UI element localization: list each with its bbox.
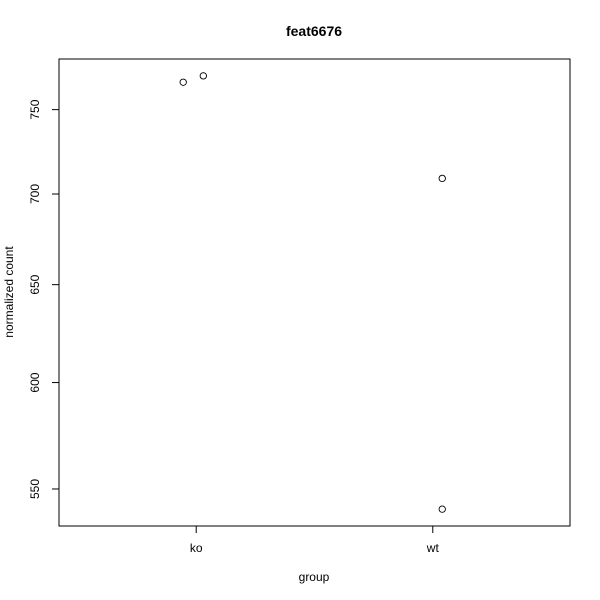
y-tick-label: 750	[28, 99, 42, 119]
y-tick-label: 550	[28, 479, 42, 499]
x-axis-label: group	[299, 570, 330, 584]
data-point-wt	[438, 505, 446, 513]
x-axis: ko wt	[190, 526, 440, 555]
chart-title: feat6676	[286, 23, 342, 39]
data-point-ko	[179, 78, 187, 86]
data-points	[179, 72, 446, 513]
x-tick-label: ko	[190, 541, 203, 555]
y-axis-label: normalized count	[2, 246, 16, 338]
plot-frame	[58, 58, 571, 527]
y-tick-label: 650	[28, 274, 42, 294]
y-axis: 550 600 650 700 750	[28, 99, 59, 499]
data-point-ko	[199, 72, 207, 80]
y-tick-label: 600	[28, 372, 42, 392]
data-point-wt	[438, 174, 446, 183]
x-tick-label: wt	[426, 541, 440, 555]
y-tick-label: 700	[28, 184, 42, 204]
